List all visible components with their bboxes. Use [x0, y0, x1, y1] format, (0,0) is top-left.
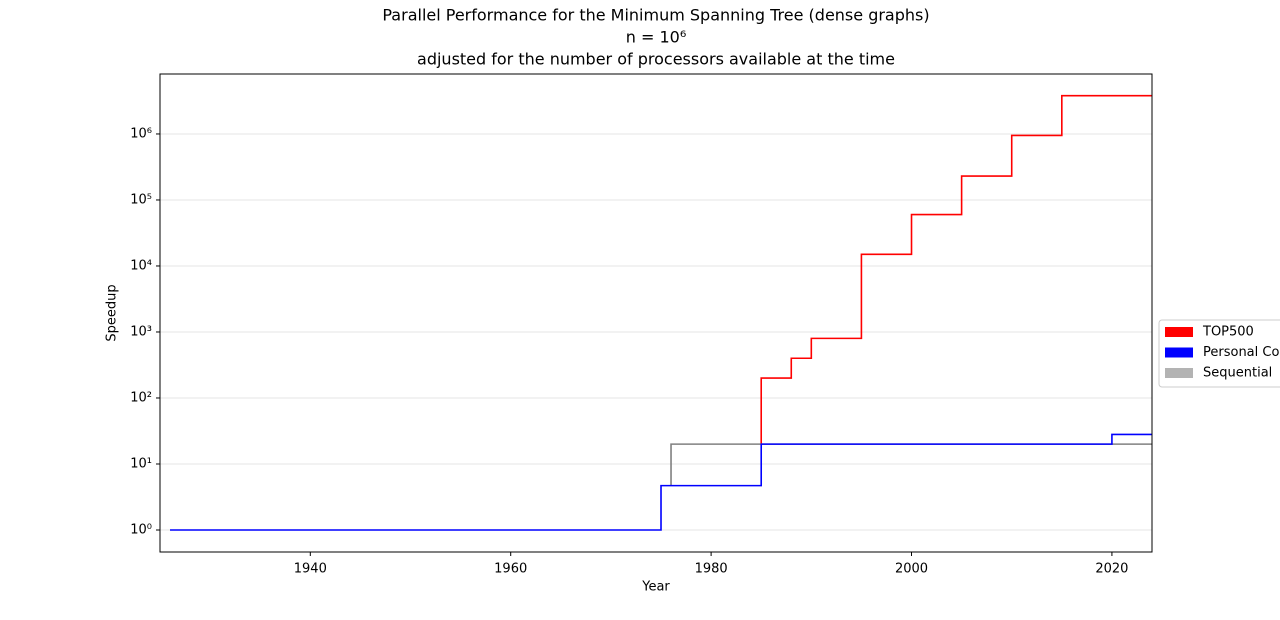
series-line [170, 433, 1152, 531]
chart-subtitle: adjusted for the number of processors av… [417, 50, 895, 69]
legend-label: TOP500 [1202, 325, 1254, 340]
legend-swatch [1165, 368, 1193, 378]
legend-swatch [1165, 347, 1193, 358]
y-tick-label: 10⁶ [130, 126, 152, 141]
x-tick-label: 1960 [494, 562, 527, 577]
x-tick-label: 2020 [1095, 562, 1128, 577]
legend-label: Sequential [1203, 366, 1272, 381]
x-axis-label: Year [641, 580, 670, 595]
x-tick-label: 1980 [695, 562, 728, 577]
legend-swatch [1165, 327, 1193, 337]
chart-subtitle: n = 10⁶ [626, 28, 687, 47]
plot-frame [159, 73, 1153, 553]
legend-label: Personal Computers [1203, 345, 1280, 360]
y-tick-label: 10⁵ [130, 192, 152, 207]
x-tick-label: 1940 [294, 562, 327, 577]
series-line [760, 94, 1152, 445]
y-tick-label: 10⁰ [130, 522, 152, 537]
chart-title: Parallel Performance for the Minimum Spa… [382, 6, 929, 25]
y-tick-label: 10⁴ [130, 258, 152, 273]
x-tick-label: 2000 [895, 562, 928, 577]
y-tick-label: 10¹ [130, 456, 152, 471]
y-axis-label: Speedup [105, 284, 120, 341]
y-tick-label: 10² [130, 390, 152, 405]
y-tick-label: 10³ [130, 324, 152, 339]
series-line [670, 443, 1152, 486]
